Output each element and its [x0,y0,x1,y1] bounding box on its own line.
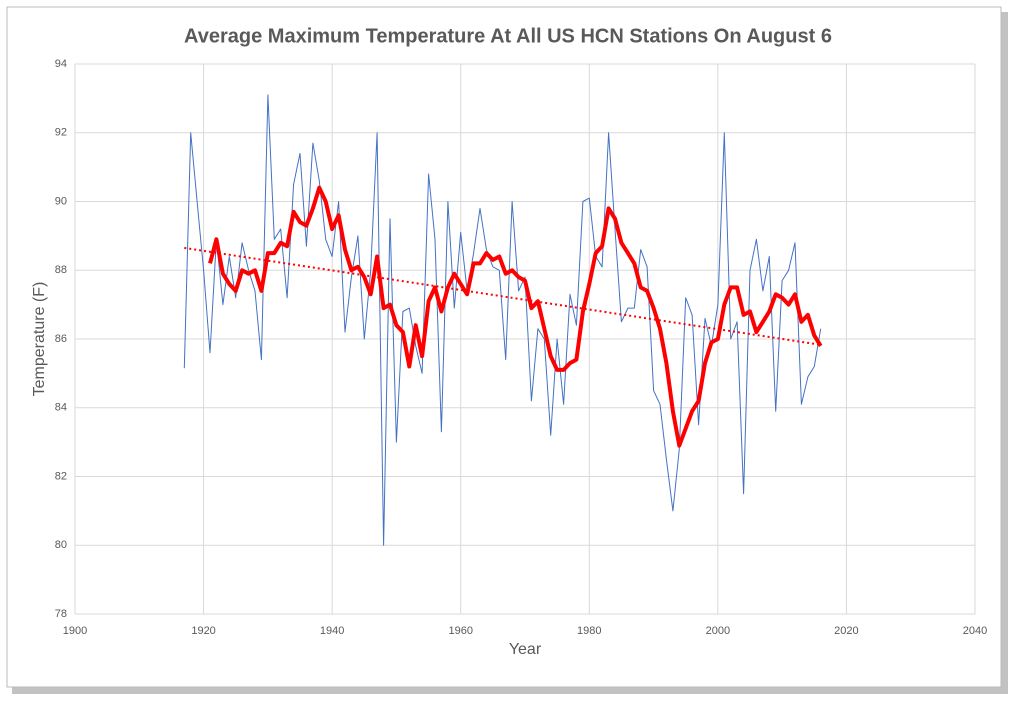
series-line [208,185,823,448]
x-tick-label: 2000 [706,625,730,637]
y-tick-label: 84 [55,402,67,414]
x-tick-label: 1980 [577,625,601,637]
y-tick-label: 82 [55,470,67,482]
chart-title: Average Maximum Temperature At All US HC… [184,25,832,47]
series-line [184,246,821,346]
y-axis-label: Temperature (F) [31,282,48,397]
x-axis-label: Year [509,641,542,658]
x-tick-label: 1920 [191,625,215,637]
y-tick-label: 80 [55,539,67,551]
y-tick-label: 86 [55,333,67,345]
x-tick-label: 1940 [320,625,344,637]
series-line [183,94,822,546]
y-tick-label: 94 [55,58,67,70]
y-tick-label: 88 [55,264,67,276]
y-tick-label: 78 [55,608,67,620]
y-tick-label: 90 [55,195,67,207]
x-tick-label: 2020 [834,625,858,637]
y-tick-label: 92 [55,127,67,139]
x-tick-label: 2040 [963,625,987,637]
x-tick-label: 1960 [448,625,472,637]
frame [6,6,1002,688]
x-tick-label: 1900 [63,625,87,637]
